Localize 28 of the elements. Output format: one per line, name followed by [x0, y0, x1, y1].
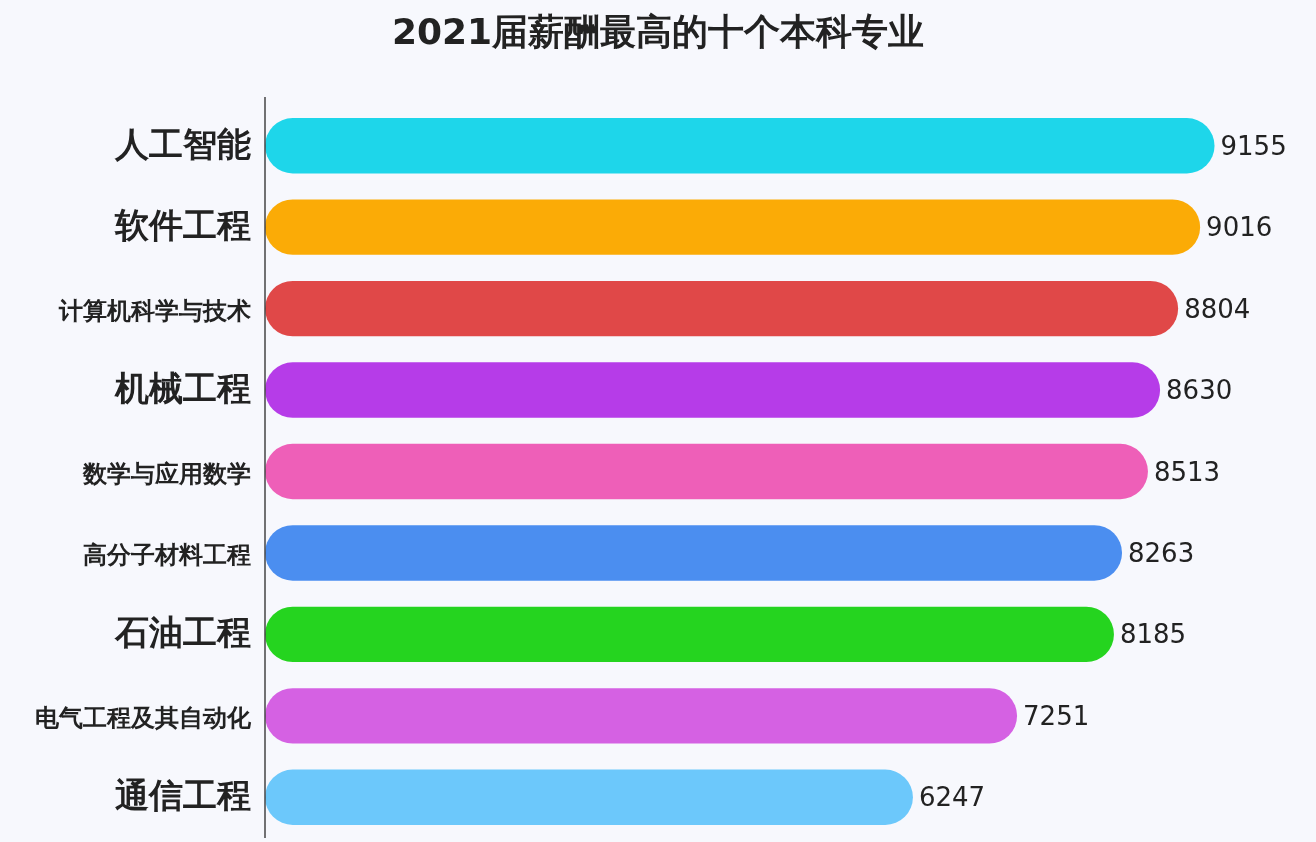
- chart-title: 2021届薪酬最高的十个本科专业: [391, 11, 925, 52]
- data-label: 8630: [1166, 375, 1233, 406]
- y-tick-label: 机械工程: [114, 368, 251, 409]
- y-tick-label: 人工智能: [114, 123, 251, 164]
- bar: [265, 688, 1018, 744]
- data-label: 8263: [1128, 537, 1195, 568]
- y-tick-label: 电气工程及其自动化: [35, 703, 252, 732]
- data-label: 8804: [1184, 293, 1251, 324]
- y-tick-label: 计算机科学与技术: [58, 296, 251, 325]
- data-label: 9016: [1206, 212, 1273, 243]
- bar: [265, 280, 1179, 337]
- data-label: 8513: [1153, 456, 1221, 487]
- bar: [265, 769, 913, 825]
- y-tick-label: 通信工程: [115, 775, 251, 816]
- data-label: 7251: [1023, 700, 1090, 731]
- data-label: 6247: [918, 782, 986, 813]
- bar: [265, 443, 1148, 500]
- y-tick-label: 软件工程: [114, 205, 251, 246]
- bar: [265, 525, 1123, 581]
- y-tick-label: 石油工程: [114, 612, 251, 653]
- y-tick-label: 数学与应用数学: [82, 459, 251, 488]
- bar: [265, 118, 1215, 174]
- data-label: 8185: [1119, 619, 1187, 650]
- bar: [265, 199, 1201, 255]
- y-tick-label: 高分子材料工程: [83, 540, 251, 569]
- bar: [265, 606, 1114, 663]
- bar: [265, 362, 1161, 418]
- data-label: 9155: [1220, 130, 1287, 161]
